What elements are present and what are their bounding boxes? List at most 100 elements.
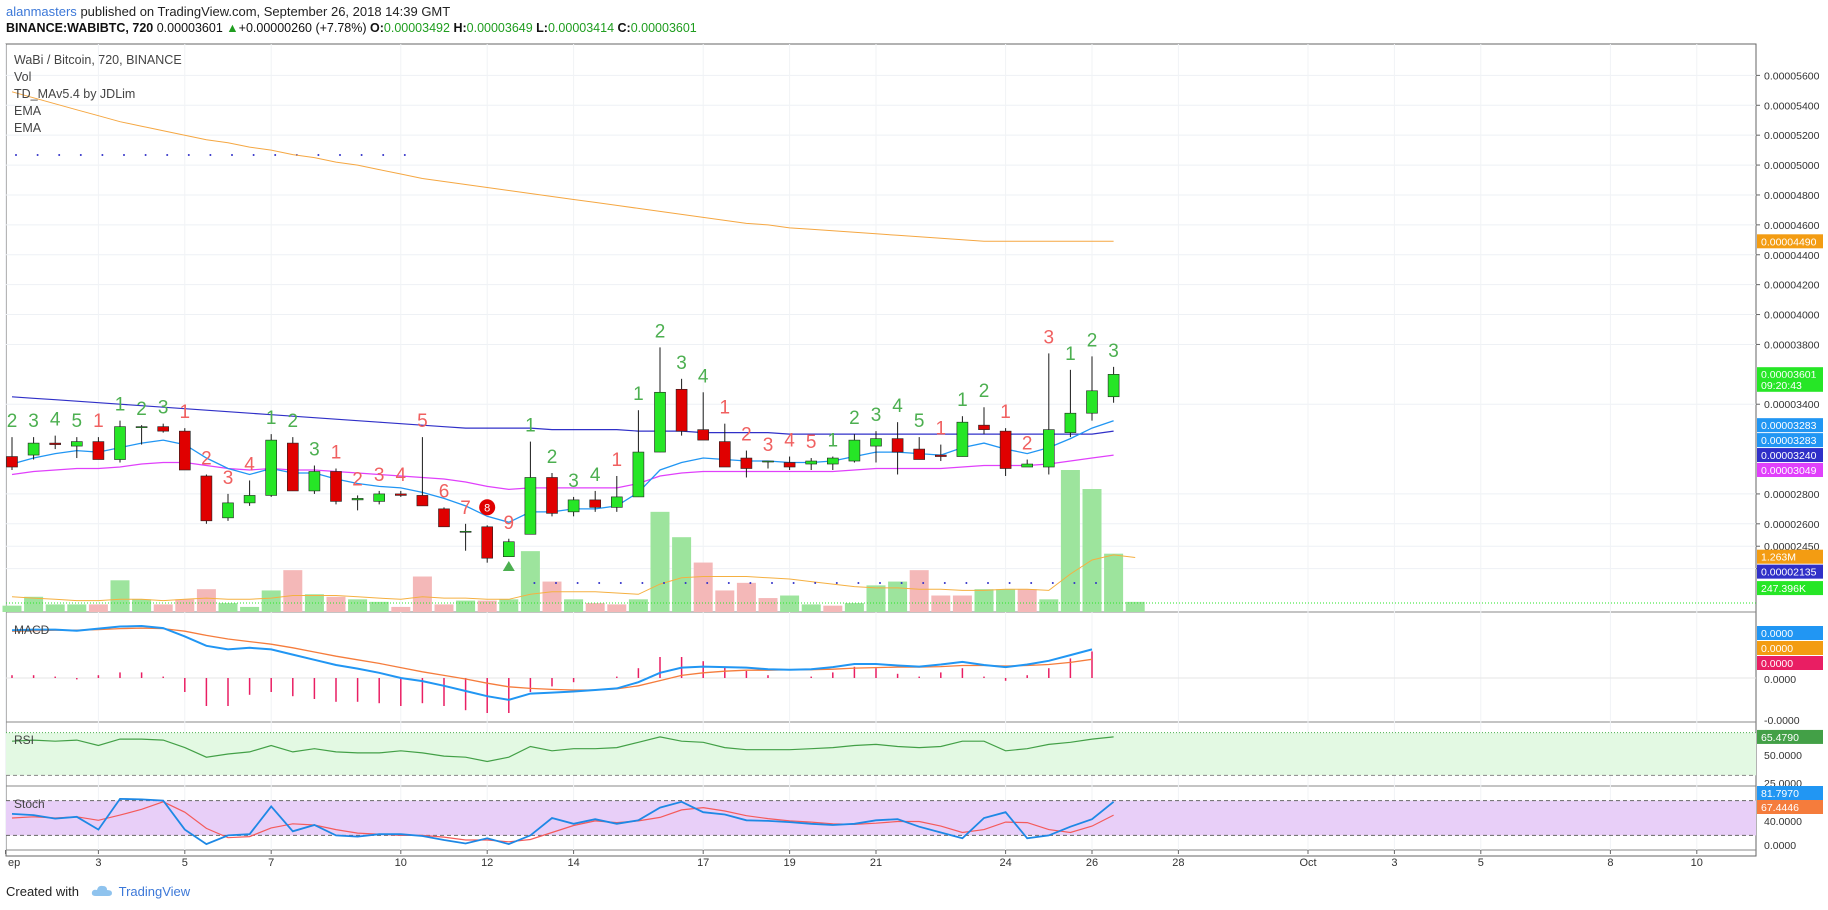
price-label-box: [1757, 433, 1823, 448]
tradingview-brand-link[interactable]: TradingView: [118, 884, 191, 899]
legend-item-ema-2[interactable]: EMA: [14, 121, 42, 135]
price-tick-label: 0.00005600: [1764, 70, 1820, 82]
ema-fast-line: [11, 420, 1114, 523]
candle-body: [848, 439, 861, 462]
macd-pane-label: MACD: [14, 623, 50, 637]
volume-bar: [693, 562, 713, 612]
td-count-label: 6: [439, 481, 450, 502]
candle-body: [222, 502, 234, 519]
price-label-box: [1757, 418, 1823, 433]
td-count-label: 4: [50, 410, 61, 431]
volume-bar: [456, 600, 476, 612]
td-dot: [641, 582, 644, 584]
td-count-label: 5: [806, 432, 817, 453]
time-tick-label: 3: [1391, 857, 1397, 869]
stoch-tick-label: 0.0000: [1764, 840, 1796, 852]
stoch-tick-label: 40.0000: [1764, 816, 1802, 828]
td-dot: [101, 154, 104, 156]
volume-bar: [780, 595, 800, 612]
price-label: 247.396K: [1761, 583, 1806, 595]
td-dot: [555, 582, 557, 584]
legend-item-volume[interactable]: Vol: [14, 70, 32, 84]
td-count-label: 1: [180, 402, 191, 423]
volume-bar: [1104, 553, 1124, 612]
time-tick-label: ep: [8, 857, 20, 869]
td-count-label: 5: [914, 411, 925, 432]
publish-info: alanmasters published on TradingView.com…: [6, 4, 450, 19]
candle-body: [1086, 390, 1098, 414]
candle-body: [49, 442, 62, 445]
candle-body: [135, 426, 148, 428]
candle-body: [114, 426, 126, 460]
volume-bar: [304, 594, 324, 612]
volume-bar: [88, 604, 108, 612]
td-dot: [123, 154, 125, 156]
author-link[interactable]: alanmasters: [6, 4, 77, 19]
close-label: C:: [617, 21, 631, 35]
price-tick-label: 0.00005400: [1764, 100, 1820, 112]
td-dot: [403, 154, 406, 156]
td-count-label: 4: [698, 366, 709, 387]
td-count-label: 1: [331, 443, 342, 464]
price-tick-label: 0.00002600: [1764, 519, 1820, 531]
created-with-text: Created with: [6, 884, 79, 899]
time-tick-label: Oct: [1299, 857, 1316, 869]
low-label: L:: [536, 21, 548, 35]
candle-body: [826, 457, 839, 465]
td-count-label: 1: [1065, 344, 1076, 365]
td-count-label: 2: [849, 408, 860, 429]
price-label-box: [1757, 234, 1823, 249]
stoch-d-line: [11, 801, 1114, 843]
volume-bar: [218, 603, 238, 612]
candle-body: [92, 441, 105, 460]
candle-body: [654, 391, 666, 453]
volume-bar: [909, 570, 929, 612]
candle-body: [459, 530, 472, 533]
stoch-value-label: 81.7970: [1761, 788, 1799, 800]
td-dot: [576, 582, 579, 584]
volume-bar: [758, 598, 778, 612]
td-count-label: 1: [115, 395, 126, 416]
macd-value-label: 0.0000: [1761, 628, 1793, 640]
td-dot: [79, 154, 82, 156]
rsi-value-label-box: [1757, 729, 1823, 744]
published-text: published on TradingView.com, September …: [80, 4, 451, 19]
price-label-box: [1757, 448, 1823, 463]
candle-body: [351, 498, 364, 501]
open-label: O:: [370, 21, 384, 35]
td-dot: [274, 154, 277, 156]
td-count-label: 4: [590, 465, 601, 486]
legend-item-ema-1[interactable]: EMA: [14, 104, 42, 118]
td-dot: [144, 154, 147, 156]
td-dot: [879, 582, 881, 584]
td-count-label: 3: [223, 468, 234, 489]
td-dot: [317, 154, 320, 156]
volume-bar: [153, 604, 173, 612]
candle-body: [546, 477, 558, 514]
volume-bar: [650, 511, 670, 612]
candle-body: [373, 493, 386, 502]
legend-item-td-ma[interactable]: TD_MAv5.4 by JDLim: [14, 87, 136, 101]
td-badge-circle: [479, 499, 496, 516]
td-count-label: 2: [979, 381, 990, 402]
td-count-label: 2: [1022, 434, 1033, 455]
td-dot: [231, 154, 233, 156]
volume-bar: [240, 606, 260, 612]
candle-body: [762, 460, 774, 463]
volume-bar: [2, 605, 22, 612]
candle-body: [1107, 374, 1120, 398]
candle-body: [416, 495, 429, 507]
candle-body: [200, 475, 213, 522]
volume-bar: [996, 589, 1016, 612]
price-label-box: [1757, 367, 1823, 382]
candle-body: [870, 438, 882, 447]
price-label-box: [1757, 463, 1823, 477]
high-label: H:: [453, 21, 467, 35]
macd-tick-label: -0.0000: [1764, 715, 1800, 727]
volume-bar: [1017, 589, 1037, 612]
td-count-label: 2: [741, 425, 752, 446]
td-count-label: 1: [525, 416, 536, 437]
change-up-icon: ▲: [226, 21, 239, 35]
price-change: +0.00000260 (+7.78%): [238, 21, 367, 35]
